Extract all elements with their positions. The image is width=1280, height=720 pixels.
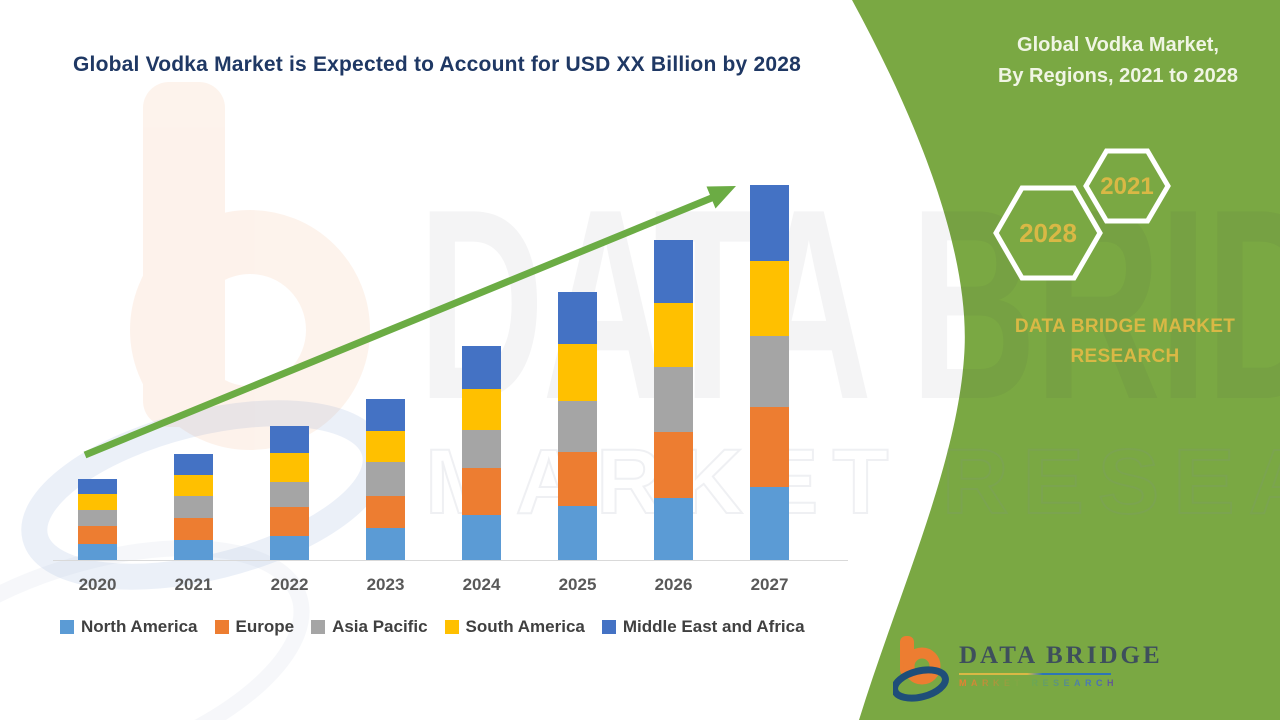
legend-label: South America <box>465 617 585 636</box>
legend-swatch-icon <box>601 620 616 634</box>
legend-item-middle-east-and-africa: Middle East and Africa <box>601 617 805 637</box>
hexagon-2028-shape <box>993 185 1103 281</box>
bar-segment-north-america <box>270 536 309 560</box>
brand-text: DATA BRIDGE MARKET RESEARCH <box>1014 316 1236 368</box>
bar-segment-asia-pacific <box>750 336 789 407</box>
bar-segment-north-america <box>750 487 789 560</box>
green-panel-shape <box>852 0 1280 720</box>
bar-segment-europe <box>558 452 597 506</box>
logo-d-swoosh <box>893 666 949 702</box>
bar-segment-middle-east-and-africa <box>462 346 501 389</box>
bar-segment-south-america <box>366 431 405 462</box>
bar-segment-europe <box>366 496 405 528</box>
x-axis-line <box>53 560 848 561</box>
bar-segment-europe <box>462 468 501 515</box>
bar-segment-asia-pacific <box>78 510 117 526</box>
bar-segment-europe <box>654 432 693 498</box>
bar-2027 <box>750 185 789 560</box>
x-axis-label-2023: 2023 <box>366 575 405 594</box>
bar-segment-asia-pacific <box>270 482 309 507</box>
chart-title: Global Vodka Market is Expected to Accou… <box>73 53 801 76</box>
bar-segment-asia-pacific <box>174 496 213 518</box>
trend-arrow-head <box>706 186 736 209</box>
bar-segment-north-america <box>366 528 405 560</box>
x-axis-label-2026: 2026 <box>654 575 693 594</box>
bar-segment-middle-east-and-africa <box>366 399 405 431</box>
legend: North America Europe Asia Pacific South Ame… <box>60 617 805 637</box>
bar-segment-asia-pacific <box>558 401 597 452</box>
bar-segment-south-america <box>78 494 117 510</box>
x-axis-label-2022: 2022 <box>270 575 309 594</box>
legend-item-north-america: North America <box>60 617 198 637</box>
bar-2026 <box>654 240 693 560</box>
hexagon-2021: 2021 <box>1083 148 1171 224</box>
bar-segment-asia-pacific <box>654 367 693 432</box>
bar-segment-europe <box>270 507 309 536</box>
bar-segment-south-america <box>174 475 213 496</box>
bar-segment-north-america <box>78 544 117 560</box>
bar-segment-europe <box>750 407 789 487</box>
panel-title-line2: By Regions, 2021 to 2028 <box>997 65 1239 87</box>
bar-segment-middle-east-and-africa <box>558 292 597 344</box>
legend-label: North America <box>81 617 198 636</box>
bar-segment-middle-east-and-africa <box>270 426 309 453</box>
hexagon-2021-label: 2021 <box>1100 173 1153 200</box>
logo-b-bowl <box>903 647 941 685</box>
bar-segment-middle-east-and-africa <box>750 185 789 261</box>
bar-2020 <box>78 479 117 560</box>
legend-item-asia-pacific: Asia Pacific <box>311 617 428 637</box>
bar-segment-middle-east-and-africa <box>78 479 117 494</box>
legend-label: Middle East and Africa <box>622 617 805 636</box>
bar-2021 <box>174 454 213 560</box>
bar-segment-south-america <box>750 261 789 336</box>
bar-segment-middle-east-and-africa <box>174 454 213 475</box>
bar-segment-asia-pacific <box>462 430 501 468</box>
x-axis-label-2024: 2024 <box>462 575 501 594</box>
databridge-logo-icon <box>893 636 949 702</box>
panel-title: Global Vodka Market, By Regions, 2021 to… <box>968 30 1268 92</box>
legend-swatch-icon <box>60 620 74 634</box>
x-axis-label-2027: 2027 <box>750 575 789 594</box>
databridge-logo: DATA BRIDGE MARKET RESEARCH <box>893 634 1253 709</box>
bar-2022 <box>270 426 309 560</box>
bar-segment-europe <box>174 518 213 540</box>
logo-wordmark: DATA BRIDGE <box>959 642 1163 669</box>
bar-segment-north-america <box>174 540 213 560</box>
legend-label: Asia Pacific <box>332 617 428 636</box>
hexagon-2028: 2028 <box>993 185 1103 281</box>
x-axis-label-2021: 2021 <box>174 575 213 594</box>
logo-divider <box>959 673 1111 675</box>
legend-swatch-icon <box>311 620 326 634</box>
bar-segment-south-america <box>270 453 309 482</box>
bar-segment-north-america <box>462 515 501 560</box>
legend-label: Europe <box>235 617 295 636</box>
trend-arrow-line <box>83 193 716 459</box>
logo-text-column: DATA BRIDGE MARKET RESEARCH <box>959 634 1163 688</box>
x-axis-label-2020: 2020 <box>78 575 117 594</box>
logo-subtext: MARKET RESEARCH <box>959 678 1163 688</box>
bar-segment-north-america <box>558 506 597 560</box>
bar-segment-europe <box>78 526 117 544</box>
legend-item-europe: Europe <box>214 617 295 637</box>
hexagon-2021-shape <box>1083 148 1171 224</box>
plot-area: 2020 2021 2022 2023 2024 2025 2026 2027 <box>78 185 789 594</box>
legend-swatch-icon <box>444 620 459 634</box>
bar-2025 <box>558 292 597 560</box>
hexagon-2028-label: 2028 <box>1019 218 1077 248</box>
legend-swatch-icon <box>214 620 229 634</box>
bar-segment-south-america <box>462 389 501 430</box>
bar-segment-south-america <box>558 344 597 401</box>
bar-2023 <box>366 399 405 560</box>
bar-segment-north-america <box>654 498 693 560</box>
legend-item-south-america: South America <box>444 617 585 637</box>
panel-title-line1: Global Vodka Market, <box>1017 34 1219 56</box>
bar-segment-asia-pacific <box>366 462 405 496</box>
bar-segment-middle-east-and-africa <box>654 240 693 303</box>
x-axis-label-2025: 2025 <box>558 575 597 594</box>
bar-2024 <box>462 346 501 560</box>
bar-segment-south-america <box>654 303 693 367</box>
